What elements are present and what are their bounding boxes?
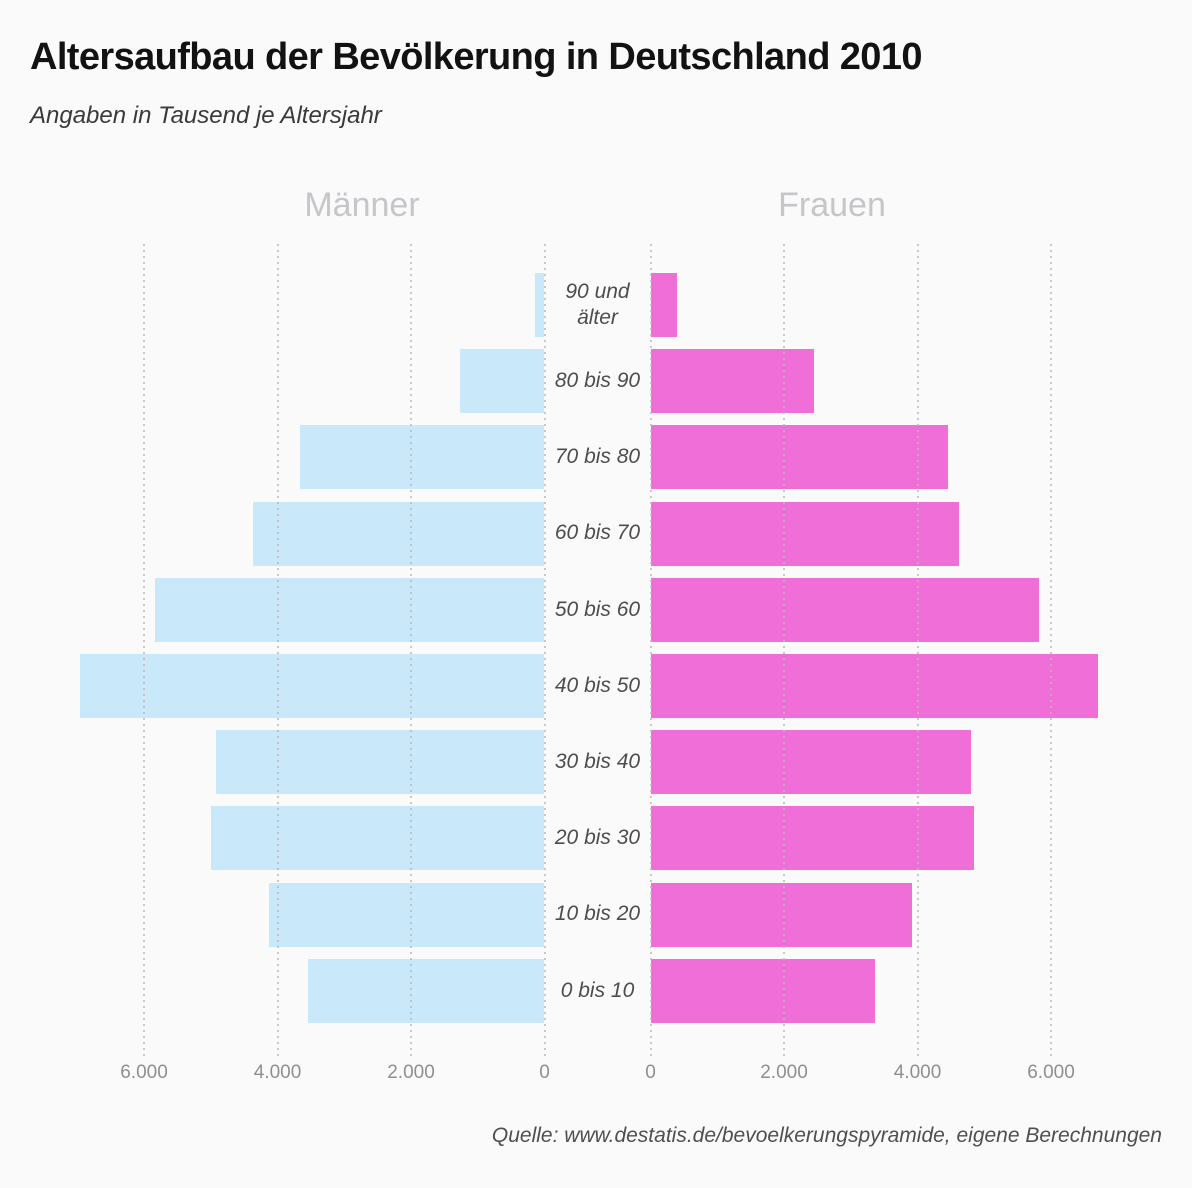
male-bar — [216, 730, 545, 795]
x-axis-tick-left: 0 — [539, 1062, 550, 1083]
gridline — [276, 244, 279, 1058]
page-title: Altersaufbau der Bevölkerung in Deutschl… — [30, 36, 923, 78]
gridline — [916, 244, 919, 1058]
age-group-label: 10 bis 20 — [554, 902, 641, 926]
gridline — [143, 244, 145, 1058]
x-axis-tick-right: 0 — [645, 1062, 656, 1083]
x-axis-tick-left: 6.000 — [120, 1062, 168, 1083]
x-axis-tick-left: 4.000 — [253, 1062, 302, 1083]
group-header-frauen: Frauen — [778, 186, 886, 224]
female-bar — [650, 730, 971, 795]
x-axis-tick-right: 2.000 — [760, 1062, 808, 1083]
age-group-label: 20 bis 30 — [554, 826, 641, 850]
female-bar — [650, 882, 912, 947]
female-bar — [650, 958, 875, 1023]
gridline — [1050, 244, 1052, 1058]
group-header-maenner: Männer — [304, 186, 420, 224]
male-bar — [308, 958, 545, 1023]
gridline — [410, 244, 412, 1058]
female-bar — [650, 425, 948, 490]
chart-subtitle: Angaben in Tausend je Altersjahr — [30, 102, 382, 129]
male-bar — [154, 577, 545, 642]
male-bar — [210, 806, 545, 871]
female-bar — [650, 501, 959, 566]
male-bar — [535, 273, 545, 337]
male-bar — [268, 882, 545, 947]
male-bar — [252, 501, 545, 566]
female-bar — [650, 654, 1099, 718]
age-group-label: 90 und älter — [565, 279, 630, 329]
gridline — [543, 244, 546, 1058]
female-bar — [650, 273, 678, 337]
gridline — [783, 244, 785, 1058]
age-group-label: 80 bis 90 — [554, 369, 641, 393]
age-group-label: 50 bis 60 — [554, 597, 641, 621]
age-group-label: 70 bis 80 — [554, 445, 641, 469]
x-axis-tick-left: 2.000 — [387, 1062, 435, 1083]
x-axis-tick-right: 6.000 — [1027, 1062, 1075, 1083]
age-group-label: 0 bis 10 — [560, 978, 635, 1002]
female-bar — [650, 577, 1039, 642]
x-axis-tick-right: 4.000 — [893, 1062, 942, 1083]
age-group-label: 40 bis 50 — [554, 673, 641, 697]
female-bar — [650, 806, 974, 871]
gridline — [649, 244, 652, 1058]
male-bar — [300, 425, 545, 490]
male-bar — [459, 349, 545, 414]
source-note: Quelle: www.destatis.de/bevoelkerungspyr… — [491, 1124, 1162, 1147]
age-group-label: 30 bis 40 — [554, 750, 641, 774]
female-bar — [650, 349, 814, 414]
age-group-label: 60 bis 70 — [554, 521, 641, 545]
male-bar — [79, 654, 545, 718]
